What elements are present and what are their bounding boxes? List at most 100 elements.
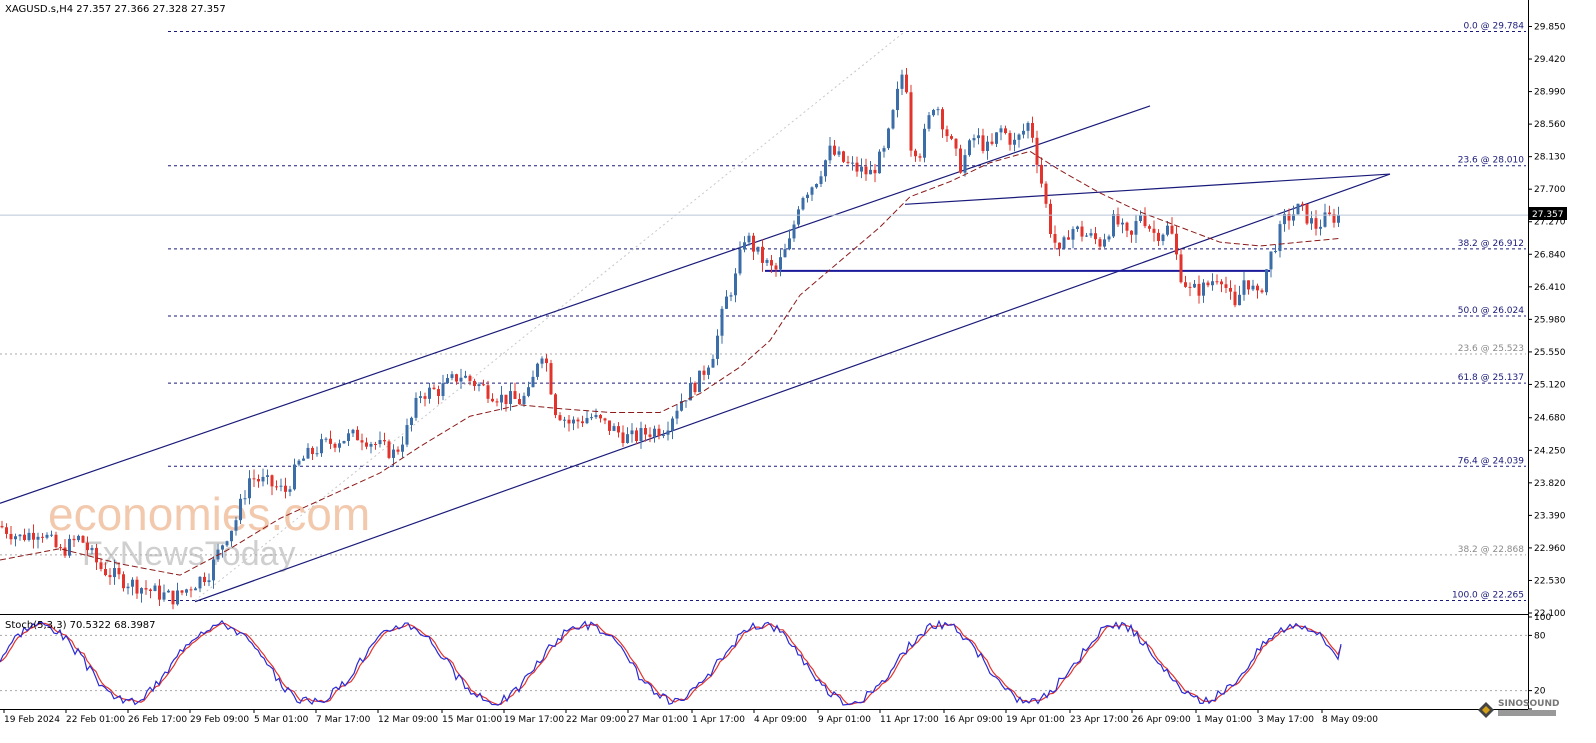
price-tick-label-18: 22.100	[1534, 609, 1566, 619]
time-tick-label-14: 11 Apr 17:00	[880, 715, 939, 725]
candle-body-124	[558, 415, 562, 421]
candle-body-81	[365, 442, 368, 447]
candle-body-209	[941, 109, 944, 130]
current-price-tag	[1529, 207, 1567, 220]
candle-body-167	[752, 235, 755, 252]
fib-label-1: 23.6 @ 28.010	[1458, 156, 1525, 166]
candle-body-98	[441, 383, 445, 396]
candle-body-88	[396, 449, 400, 452]
candle-body-44	[198, 576, 202, 589]
candle-body-10	[45, 534, 49, 538]
candle-body-255	[1148, 226, 1151, 229]
candle-body-297	[1337, 214, 1340, 223]
candle-body-125	[563, 419, 566, 421]
candle-body-3	[14, 536, 17, 540]
price-tick-label-7: 26.840	[1534, 250, 1566, 260]
candle-body-25	[113, 568, 116, 578]
candle-body-85	[383, 440, 386, 442]
candle-body-159	[716, 335, 719, 359]
stoch-label: Stoch(5,3,3) 70.5322 68.3987	[5, 620, 156, 631]
candle-body-285	[1283, 213, 1286, 225]
candle-body-72	[324, 438, 328, 440]
candle-body-2	[9, 533, 13, 540]
candle-body-187	[842, 151, 845, 162]
price-tick-label-6: 27.270	[1534, 218, 1566, 228]
main-pane[interactable]	[0, 0, 1528, 613]
channel-upper-line	[0, 105, 1151, 504]
candle-body-86	[387, 441, 391, 458]
candle-body-87	[392, 449, 395, 458]
price-tick-label-12: 24.680	[1534, 414, 1566, 424]
candle-body-43	[194, 588, 197, 591]
candle-body-274	[1233, 291, 1237, 306]
candle-body-251	[1130, 230, 1133, 235]
time-tick-label-17: 23 Apr 17:00	[1070, 715, 1129, 725]
candle-body-128	[576, 419, 580, 422]
candle-body-296	[1332, 214, 1336, 223]
candle-body-55	[248, 478, 251, 499]
candle-body-131	[590, 417, 593, 419]
candle-body-41	[185, 589, 188, 593]
candle-body-169	[761, 246, 764, 263]
watermark-line2: FxNewsToday	[82, 535, 296, 573]
candle-body-241	[1085, 235, 1088, 237]
candle-body-185	[833, 145, 836, 155]
candle-body-70	[315, 453, 319, 455]
candle-body-13	[59, 547, 62, 549]
candle-body-118	[531, 376, 535, 388]
stoch-tick-label-0: 100	[1534, 613, 1551, 623]
candle-body-29	[131, 579, 134, 587]
candle-body-112	[504, 394, 508, 404]
candle-body-175	[788, 238, 791, 250]
stoch-pane[interactable]	[0, 617, 1528, 709]
candle-body-139	[626, 434, 629, 444]
candle-body-271	[1220, 281, 1223, 285]
time-tick-label-3: 29 Feb 09:00	[190, 715, 249, 725]
watermark-line1: economies.com	[48, 488, 370, 540]
price-tick-label-13: 24.250	[1534, 446, 1566, 456]
candle-body-123	[554, 394, 557, 416]
candle-body-279	[1256, 285, 1259, 291]
candle-body-147	[662, 434, 665, 436]
current-price-label: 27.357	[1532, 210, 1564, 220]
candle-body-119	[536, 363, 539, 377]
price-tick-label-16: 22.960	[1534, 544, 1566, 554]
time-tick-label-12: 4 Apr 09:00	[754, 715, 807, 725]
candle-body-49	[221, 545, 224, 550]
candle-body-283	[1274, 250, 1277, 252]
candle-body-284	[1278, 224, 1282, 251]
candle-body-38	[171, 590, 175, 605]
candle-body-225	[1013, 139, 1016, 145]
candle-body-261	[1175, 233, 1178, 255]
candle-body-138	[621, 432, 625, 444]
channel-lower-line	[194, 173, 1391, 603]
candle-body-93	[419, 396, 422, 398]
candle-body-58	[261, 476, 265, 482]
fib-label-2: 38.2 @ 26.912	[1458, 239, 1524, 249]
candle-body-7	[32, 532, 35, 540]
candle-body-117	[527, 387, 530, 396]
candle-body-19	[86, 542, 89, 551]
candle-body-22	[99, 562, 103, 569]
candle-body-36	[162, 592, 166, 600]
candle-body-233	[1049, 203, 1052, 235]
candle-body-111	[500, 394, 503, 403]
candle-body-17	[77, 535, 80, 541]
candle-body-33	[149, 589, 152, 592]
candle-body-177	[797, 209, 800, 225]
candle-body-287	[1292, 214, 1295, 221]
candle-body-273	[1229, 287, 1232, 292]
stochastic-oscillator: 100 80 20	[0, 613, 1551, 710]
candle-body-154	[693, 383, 697, 393]
candle-body-196	[882, 148, 886, 152]
candle-body-183	[824, 160, 827, 177]
candle-body-207	[932, 109, 935, 116]
logo-subtext-bar	[1498, 710, 1556, 716]
candle-body-67	[302, 458, 305, 461]
candle-body-62	[279, 485, 283, 487]
candle-body-115	[518, 398, 521, 405]
candle-body-278	[1251, 285, 1255, 290]
candle-body-5	[23, 534, 26, 541]
candle-body-208	[936, 109, 940, 111]
